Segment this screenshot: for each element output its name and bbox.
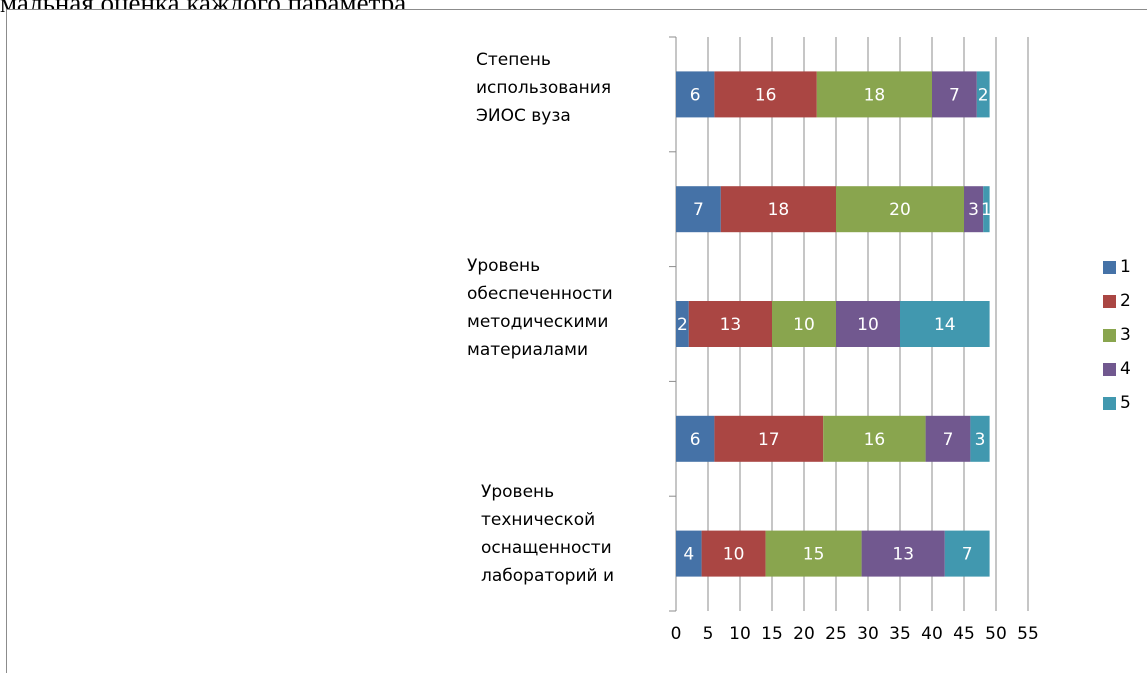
data-label: 2 — [978, 85, 989, 105]
data-label: 1 — [981, 200, 992, 220]
x-tick-label: 30 — [857, 624, 879, 644]
bar-segment-5 — [900, 301, 990, 347]
data-label: 4 — [683, 545, 694, 565]
legend-entry: 2 — [1120, 291, 1131, 311]
bar-segment-4 — [925, 415, 971, 462]
x-tick-label: 20 — [793, 624, 815, 644]
x-tick-label: 55 — [1017, 624, 1039, 644]
x-tick-label: 35 — [889, 624, 911, 644]
category-label: Степень использования ЭИОС вуза — [476, 50, 611, 126]
bar-segment-4 — [932, 71, 977, 118]
data-label: 10 — [857, 315, 879, 335]
legend-entry: 1 — [1120, 257, 1131, 277]
data-label: 3 — [968, 200, 979, 220]
bar-segment-2 — [714, 415, 824, 462]
data-label: 3 — [975, 430, 986, 450]
data-label: 7 — [943, 430, 954, 450]
bar-segment-3 — [772, 301, 836, 347]
x-tick-label: 5 — [703, 624, 714, 644]
data-label: 6 — [690, 85, 701, 105]
data-label: 10 — [723, 545, 745, 565]
bar-segment-2 — [688, 301, 772, 347]
bar-segment-3 — [836, 186, 964, 233]
bar-segment-2 — [720, 186, 836, 233]
data-label: 16 — [755, 85, 777, 105]
axes — [669, 36, 677, 612]
data-label: 18 — [768, 200, 790, 220]
legend-entry: 4 — [1120, 359, 1131, 379]
data-label: 7 — [962, 545, 973, 565]
data-label: 14 — [934, 315, 956, 335]
bar-segment-4 — [861, 530, 945, 577]
bar-segment-3 — [816, 71, 932, 118]
data-label: 17 — [758, 430, 780, 450]
x-tick-label: 25 — [825, 624, 847, 644]
bar-segment-4 — [964, 186, 984, 233]
x-tick-label: 0 — [671, 624, 682, 644]
data-label: 13 — [720, 315, 742, 335]
data-label: 10 — [793, 315, 815, 335]
bar-segment-5 — [983, 186, 990, 233]
legend-swatch — [1103, 397, 1116, 410]
data-label: 7 — [693, 200, 704, 220]
data-label: 7 — [949, 85, 960, 105]
data-label: 18 — [864, 85, 886, 105]
category-label: Уровень обеспеченности методическими матери… — [467, 256, 613, 360]
bar-segment-1 — [676, 530, 702, 577]
bar-segment-4 — [836, 301, 900, 347]
bar-segment-5 — [970, 415, 990, 462]
category-labels: Степень использования ЭИОС вуза Уровень обес… — [467, 50, 614, 586]
legend: 1 2 3 4 5 — [1103, 257, 1131, 413]
data-label: 2 — [677, 315, 688, 335]
bar-segment-3 — [823, 415, 926, 462]
x-tick-labels: 0 5 10 15 20 25 30 35 40 45 50 55 — [671, 624, 1039, 644]
bar-segment-5 — [976, 71, 990, 118]
bar-segment-1 — [676, 415, 715, 462]
bar-segment-2 — [714, 71, 817, 118]
legend-swatch — [1103, 261, 1116, 274]
legend-entry: 5 — [1120, 393, 1131, 413]
bar-segment-1 — [676, 186, 721, 233]
legend-swatch — [1103, 295, 1116, 308]
legend-swatch — [1103, 329, 1116, 342]
bar-segment-1 — [676, 71, 715, 118]
data-label: 6 — [690, 430, 701, 450]
data-label: 16 — [864, 430, 886, 450]
x-tick-label: 40 — [921, 624, 943, 644]
data-label: 20 — [889, 200, 911, 220]
legend-swatch — [1103, 363, 1116, 376]
data-label: 15 — [803, 545, 825, 565]
bar-segment-1 — [676, 301, 689, 347]
category-label: Уровень технической оснащенности лаборатори… — [481, 482, 614, 586]
bar-segment-2 — [701, 530, 766, 577]
bar-segment-5 — [944, 530, 990, 577]
data-label: 13 — [892, 545, 914, 565]
x-tick-label: 15 — [761, 624, 783, 644]
x-tick-label: 45 — [953, 624, 975, 644]
bar-series: 6 16 18 7 27 18 20 3 12 13 10 10 146 17 16 7 34 10 15 13 7 — [676, 71, 992, 577]
x-tick-label: 50 — [985, 624, 1007, 644]
x-tick-label: 10 — [729, 624, 751, 644]
legend-entry: 3 — [1120, 325, 1131, 345]
bar-segment-3 — [765, 530, 862, 577]
